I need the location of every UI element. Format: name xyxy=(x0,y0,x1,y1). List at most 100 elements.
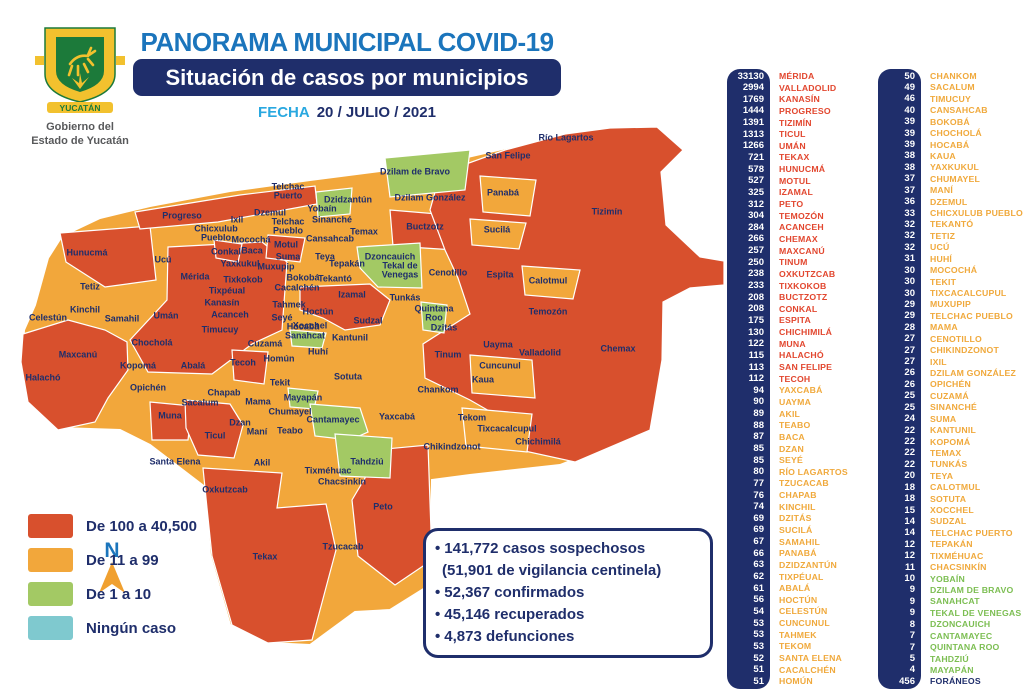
count-value: 7 xyxy=(909,641,915,653)
municipality-name: TELCHAC PUERTO xyxy=(930,527,1013,538)
municipality-name: SEYÉ xyxy=(779,455,803,466)
municipality-name: XOCCHEL xyxy=(930,505,974,516)
map-label: Chikindzonot xyxy=(423,441,481,452)
municipality-row: 49 SACALUM xyxy=(878,82,1024,93)
date-line: FECHA 20 / JULIO / 2021 xyxy=(133,104,561,121)
map-label: Chumayel xyxy=(268,406,312,417)
count-value: 29 xyxy=(904,310,915,322)
map-label: Chacsinkín xyxy=(317,476,367,487)
map-label: Cansahcab xyxy=(305,233,355,244)
map-label: Baca xyxy=(241,245,263,256)
municipality-row: 26 DZILAM GONZÁLEZ xyxy=(878,367,1024,379)
municipality-name: DZIDZANTÚN xyxy=(779,559,837,570)
count-value: 38 xyxy=(904,161,915,173)
map-label: Kaua xyxy=(471,374,495,385)
municipality-name: TEMOZÓN xyxy=(779,210,824,221)
count-value: 26 xyxy=(904,367,915,379)
count-value: 325 xyxy=(748,186,764,198)
municipality-row: 62 TIXPÉUAL xyxy=(727,571,873,582)
municipality-name: MUNA xyxy=(779,338,806,349)
municipality-row: 325 IZAMAL xyxy=(727,186,873,198)
stat-line: • 52,367 confirmados xyxy=(435,582,700,604)
map-label: Yaxkukul xyxy=(220,258,260,269)
count-value: 250 xyxy=(748,256,764,268)
subtitle-banner: Situación de casos por municipios xyxy=(133,59,561,96)
map-label: Chocholá xyxy=(131,337,173,348)
map-label: Sacalum xyxy=(181,397,219,408)
map-label: Tixcacalcupul xyxy=(477,423,537,434)
date-label: FECHA xyxy=(258,104,310,121)
map-label: Yaxcabá xyxy=(378,411,416,422)
map-label: Tetiz xyxy=(80,281,100,292)
count-value: 28 xyxy=(904,321,915,333)
municipality-row: 51 CACALCHÉN xyxy=(727,664,873,675)
stat-line: • 4,873 defunciones xyxy=(435,626,700,648)
page-title: PANORAMA MUNICIPAL COVID-19 xyxy=(140,27,554,57)
municipality-name: KOPOMÁ xyxy=(930,436,971,447)
map-label: Umán xyxy=(153,310,179,321)
map-label: Mayapán xyxy=(283,392,323,403)
municipality-name: CHANKOM xyxy=(930,71,977,81)
map-label: Kinchil xyxy=(69,304,101,315)
map-label: Muxupip xyxy=(257,261,295,272)
municipality-name: BACA xyxy=(779,431,805,442)
count-value: 14 xyxy=(904,527,915,539)
map-label: Tixméhuac xyxy=(304,465,352,476)
municipality-name: OPICHÉN xyxy=(930,379,971,390)
map-label: Ixil xyxy=(230,214,244,225)
municipality-row: 33 CHICXULUB PUEBLO xyxy=(878,207,1024,219)
map-label: Tecoh xyxy=(230,357,256,368)
map-label: Tekit xyxy=(269,377,291,388)
municipality-row: 22 TEMAX xyxy=(878,447,1024,458)
count-value: 527 xyxy=(748,175,764,187)
municipality-name: TICUL xyxy=(779,129,806,140)
count-column-1-pill xyxy=(727,69,770,689)
count-value: 85 xyxy=(753,454,764,466)
municipality-name: CENOTILLO xyxy=(930,333,982,344)
municipality-name: BUCTZOTZ xyxy=(779,292,828,303)
count-value: 66 xyxy=(753,547,764,559)
municipality-name: HUNUCMÁ xyxy=(779,164,826,175)
map-label: Mérida xyxy=(180,271,210,282)
municipality-list-2: 50 CHANKOM 49 SACALUM 46 TIMUCUY 40 CANSAHCAB 39… xyxy=(878,71,1024,687)
municipality-row: 22 KANTUNIL xyxy=(878,425,1024,436)
count-value: 1266 xyxy=(742,140,764,152)
map-label: Chicxulub Pueblo xyxy=(194,223,238,243)
map-label: Cenotillo xyxy=(428,267,468,278)
count-value: 85 xyxy=(753,443,764,454)
count-value: 33 xyxy=(904,207,915,219)
count-value: 56 xyxy=(753,594,764,606)
municipality-row: 63 DZIDZANTÚN xyxy=(727,559,873,570)
municipality-name: UMÁN xyxy=(779,140,806,151)
map-label: Tzucacab xyxy=(322,541,364,552)
count-value: 22 xyxy=(904,458,915,470)
municipality-name: CUNCUNUL xyxy=(779,618,830,629)
count-value: 53 xyxy=(753,640,764,652)
count-value: 266 xyxy=(748,233,764,245)
map-label: Abalá xyxy=(180,360,206,371)
municipality-row: 2994 VALLADOLID xyxy=(727,82,873,93)
count-value: 77 xyxy=(753,477,764,489)
municipality-name: KINCHIL xyxy=(779,501,816,512)
map-label: Calotmul xyxy=(528,275,568,286)
stat-line: • 45,146 recuperados xyxy=(435,604,700,626)
map-label: Celestún xyxy=(28,312,68,323)
municipality-row: 37 MANÍ xyxy=(878,185,1024,196)
map-label: Tinum xyxy=(434,349,462,360)
municipality-row: 1391 TIZIMÍN xyxy=(727,117,873,128)
municipality-name: MANÍ xyxy=(930,185,953,196)
count-value: 113 xyxy=(748,361,764,373)
count-value: 130 xyxy=(748,326,764,338)
map-label: Conkal xyxy=(210,246,242,257)
count-value: 304 xyxy=(748,210,764,222)
count-value: 87 xyxy=(753,431,764,443)
count-value: 46 xyxy=(904,93,915,105)
municipality-row: 50 CHANKOM xyxy=(878,71,1024,82)
count-value: 38 xyxy=(904,150,915,162)
municipality-row: 122 MUNA xyxy=(727,338,873,349)
municipality-row: 7 CANTAMAYEC xyxy=(878,630,1024,641)
municipality-row: 67 SAMAHIL xyxy=(727,536,873,547)
count-value: 39 xyxy=(904,127,915,139)
legend-swatch xyxy=(28,582,73,606)
count-value: 39 xyxy=(904,139,915,151)
